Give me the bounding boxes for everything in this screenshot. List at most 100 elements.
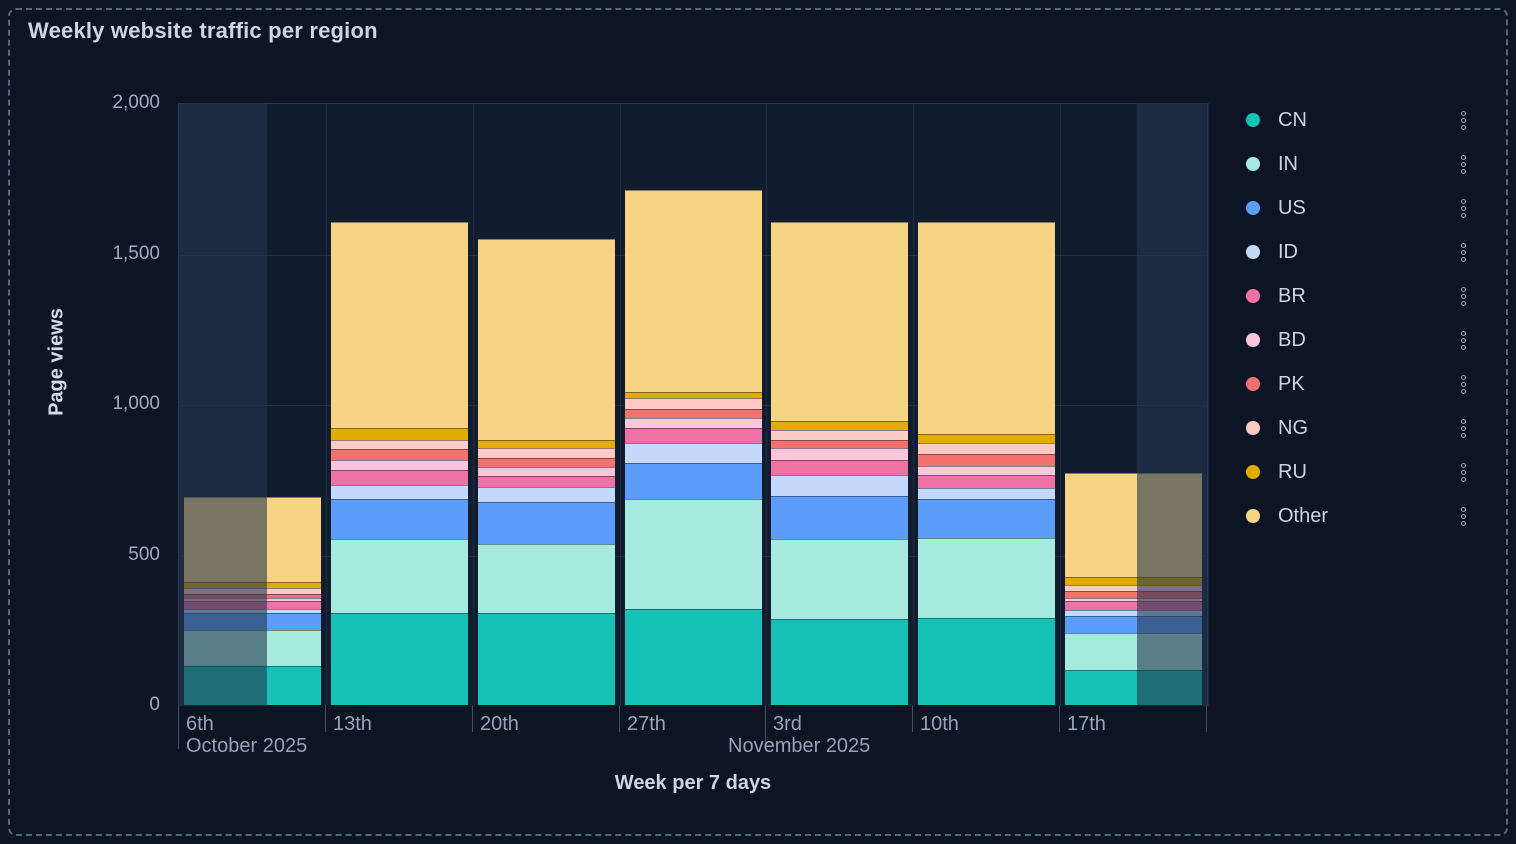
bar-segment-ID[interactable] (625, 443, 762, 463)
bar-segment-CN[interactable] (771, 619, 908, 705)
bar-segment-US[interactable] (918, 498, 1055, 538)
bar-segment-BR[interactable] (184, 601, 321, 609)
legend-label[interactable]: ID (1278, 240, 1298, 263)
legend-row-CN[interactable]: CN (1240, 98, 1472, 142)
bar-segment-ID[interactable] (331, 485, 468, 499)
legend-label[interactable]: IN (1278, 152, 1298, 175)
legend-row-IN[interactable]: IN (1240, 142, 1472, 186)
kebab-dots-icon[interactable] (1461, 286, 1466, 307)
bar-segment-Other[interactable] (478, 238, 615, 441)
bar-segment-CN[interactable] (918, 617, 1055, 705)
bar-segment-Other[interactable] (625, 190, 762, 393)
kebab-dots-icon[interactable] (1461, 154, 1466, 175)
bar-segment-RU[interactable] (625, 392, 762, 399)
bar-segment-BR[interactable] (918, 474, 1055, 489)
bar-segment-BD[interactable] (478, 467, 615, 477)
legend-label[interactable]: Other (1278, 504, 1329, 527)
bar-segment-CN[interactable] (478, 613, 615, 705)
bar-segment-IN[interactable] (478, 543, 615, 614)
bar-segment-BR[interactable] (625, 428, 762, 444)
bar-segment-BD[interactable] (771, 447, 908, 460)
bar-segment-RU[interactable] (331, 428, 468, 441)
legend-row-RU[interactable]: RU (1240, 450, 1472, 494)
bar-segment-Other[interactable] (918, 221, 1055, 435)
bar-segment-IN[interactable] (1065, 632, 1202, 671)
bar-segment-BD[interactable] (625, 417, 762, 429)
legend-label[interactable]: RU (1278, 460, 1307, 483)
bar-segment-BD[interactable] (918, 465, 1055, 475)
bar-segment-RU[interactable] (1065, 577, 1202, 585)
bar-segment-IN[interactable] (331, 539, 468, 614)
bar-segment-PK[interactable] (771, 440, 908, 448)
bar-segment-CN[interactable] (331, 613, 468, 705)
legend-label[interactable]: CN (1278, 108, 1307, 131)
bar-segment-ID[interactable] (478, 486, 615, 502)
bar-segment-IN[interactable] (184, 629, 321, 666)
kebab-dots-icon[interactable] (1461, 374, 1466, 395)
bar-segment-BR[interactable] (771, 459, 908, 475)
kebab-dots-icon[interactable] (1461, 462, 1466, 483)
bar-segment-BR[interactable] (331, 470, 468, 486)
kebab-dots-icon[interactable] (1461, 418, 1466, 439)
bar-segment-ID[interactable] (918, 488, 1055, 499)
bar-segment-ID[interactable] (771, 474, 908, 496)
bar-segment-BD[interactable] (331, 459, 468, 471)
bar-segment-ID[interactable] (1065, 610, 1202, 617)
bar-segment-NG[interactable] (771, 429, 908, 441)
bar-stack-17th (1065, 473, 1202, 705)
bar-segment-PK[interactable] (331, 449, 468, 460)
x-axis-title: Week per 7 days (614, 772, 772, 794)
bar-segment-RU[interactable] (478, 440, 615, 448)
bar-segment-PK[interactable] (478, 458, 615, 468)
legend-row-NG[interactable]: NG (1240, 406, 1472, 450)
kebab-dots-icon[interactable] (1461, 330, 1466, 351)
bar-segment-BR[interactable] (478, 476, 615, 487)
kebab-dots-icon[interactable] (1461, 506, 1466, 527)
legend-row-Other[interactable]: Other (1240, 494, 1472, 538)
kebab-dots-icon[interactable] (1461, 198, 1466, 219)
bar-segment-IN[interactable] (771, 539, 908, 620)
bar-segment-Other[interactable] (331, 221, 468, 429)
bar-segment-RU[interactable] (918, 434, 1055, 444)
bar-segment-US[interactable] (478, 501, 615, 544)
legend-label[interactable]: BD (1278, 328, 1306, 351)
kebab-dots-icon[interactable] (1461, 110, 1466, 131)
bar-segment-Other[interactable] (771, 221, 908, 421)
legend-row-BD[interactable]: BD (1240, 318, 1472, 362)
legend-row-US[interactable]: US (1240, 186, 1472, 230)
legend-label[interactable]: NG (1278, 416, 1308, 439)
bar-segment-NG[interactable] (625, 398, 762, 409)
bar-segment-BR[interactable] (1065, 601, 1202, 611)
legend-row-ID[interactable]: ID (1240, 230, 1472, 274)
bar-segment-Other[interactable] (1065, 473, 1202, 578)
chart-title: Weekly website traffic per region (28, 18, 378, 43)
bar-segment-NG[interactable] (918, 443, 1055, 454)
bar-segment-PK[interactable] (918, 453, 1055, 466)
bar-segment-CN[interactable] (184, 665, 321, 705)
legend-label[interactable]: US (1278, 196, 1306, 219)
bar-segment-PK[interactable] (1065, 590, 1202, 599)
bar-segment-PK[interactable] (625, 408, 762, 418)
bar-segment-IN[interactable] (625, 498, 762, 609)
bar-segment-RU[interactable] (771, 420, 908, 430)
bar-segment-IN[interactable] (918, 537, 1055, 618)
bar-segment-US[interactable] (625, 462, 762, 499)
bar-segment-BD[interactable] (1065, 598, 1202, 602)
bar-segment-CN[interactable] (625, 608, 762, 705)
bar-segment-US[interactable] (184, 613, 321, 630)
legend-row-PK[interactable]: PK (1240, 362, 1472, 406)
plot-area[interactable] (178, 103, 1209, 706)
bar-segment-US[interactable] (1065, 616, 1202, 633)
bar-segment-Other[interactable] (184, 497, 321, 582)
legend-row-BR[interactable]: BR (1240, 274, 1472, 318)
legend-label[interactable]: PK (1278, 372, 1305, 395)
kebab-dots-icon[interactable] (1461, 242, 1466, 263)
x-tick (912, 705, 913, 732)
bar-segment-NG[interactable] (1065, 584, 1202, 591)
bar-segment-US[interactable] (771, 495, 908, 540)
bar-segment-NG[interactable] (331, 440, 468, 450)
legend-label[interactable]: BR (1278, 284, 1306, 307)
bar-segment-US[interactable] (331, 498, 468, 540)
bar-segment-NG[interactable] (478, 447, 615, 459)
bar-segment-CN[interactable] (1065, 670, 1202, 705)
